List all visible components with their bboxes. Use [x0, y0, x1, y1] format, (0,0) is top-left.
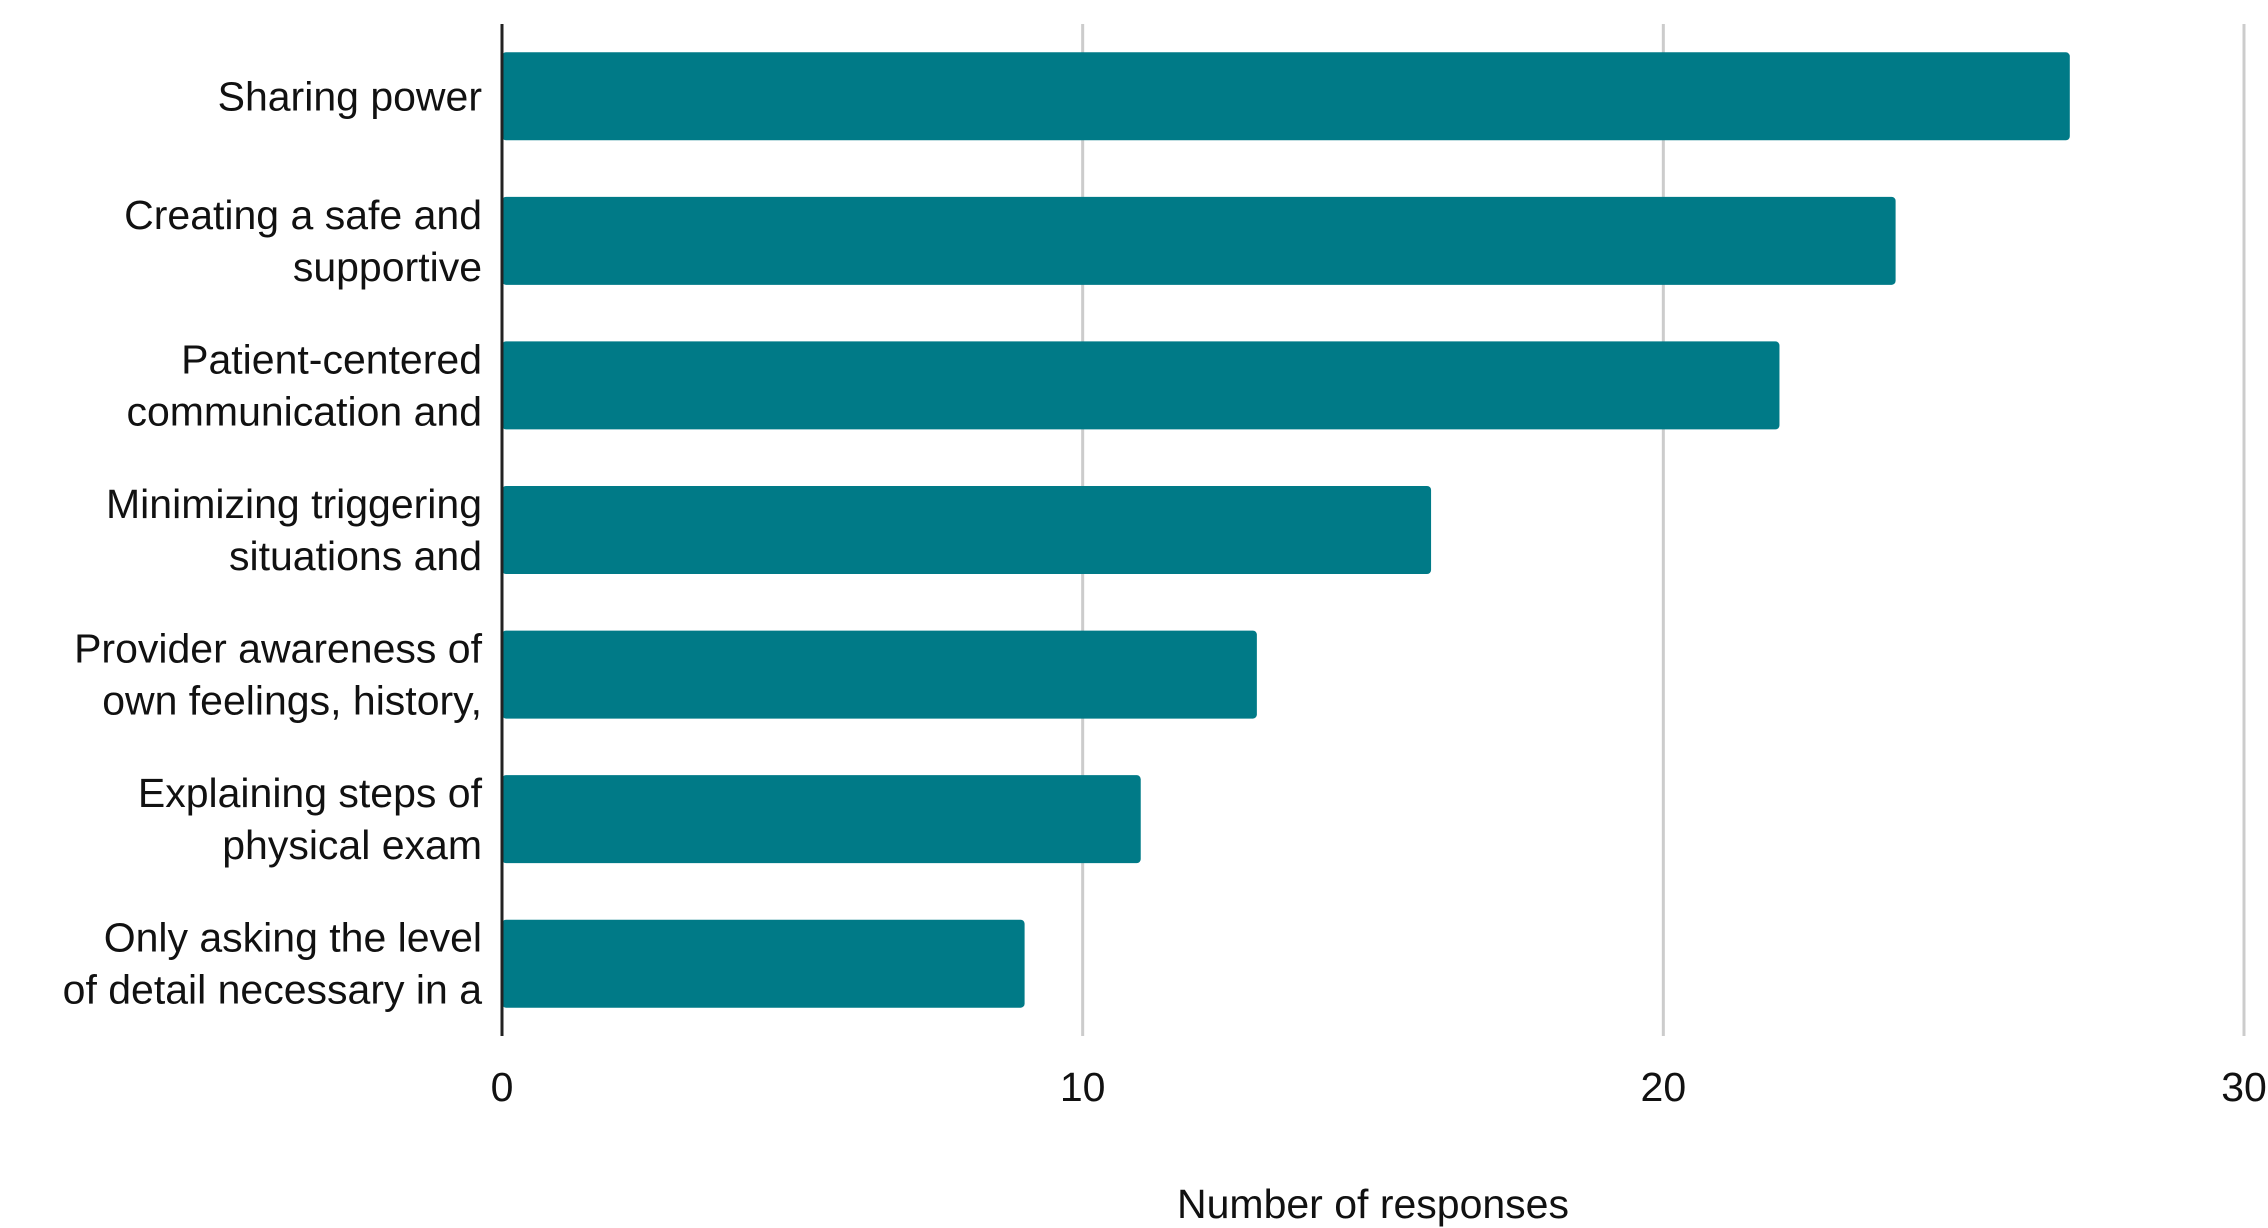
category-label-line: Only asking the level	[104, 915, 482, 961]
category-label: Explaining steps of physical exam	[138, 770, 483, 868]
category-label-line: Explaining steps of	[138, 770, 483, 816]
category-label-line: communication and	[126, 388, 482, 434]
x-axis-title: Number of responses	[1177, 1181, 1569, 1227]
category-label-line: of detail necessary in a	[63, 967, 483, 1013]
category-label-line: own feelings, history,	[102, 678, 482, 724]
bar	[502, 919, 1025, 1008]
bar	[502, 630, 1257, 719]
category-labels: Sharing power Creating a safe and supporti…	[63, 73, 483, 1012]
bar	[502, 196, 1896, 285]
x-tick-label: 20	[1641, 1064, 1687, 1110]
category-label: Provider awareness of own feelings, histo…	[74, 626, 483, 724]
category-label-line: Minimizing triggering	[106, 481, 482, 527]
category-label: Creating a safe and supportive	[124, 192, 482, 290]
category-label-line: situations and	[229, 533, 482, 579]
category-label: Minimizing triggering situations and	[106, 481, 482, 579]
category-label-line: supportive	[293, 244, 482, 290]
category-label-line: Creating a safe and	[124, 192, 482, 238]
category-label: Only asking the level of detail necessary…	[63, 915, 483, 1013]
bar	[502, 775, 1141, 864]
bar	[502, 341, 1780, 430]
x-tick-labels: 0 10 20 30	[491, 1064, 2267, 1110]
bars	[502, 52, 2070, 1008]
x-tick-label: 0	[491, 1064, 514, 1110]
category-label-line: Sharing power	[218, 73, 482, 119]
category-label: Sharing power	[218, 73, 482, 119]
x-tick-label: 10	[1060, 1064, 1106, 1110]
category-label-line: Provider awareness of	[74, 626, 483, 672]
category-label-line: Patient-centered	[181, 336, 482, 382]
category-label: Patient-centered communication and	[126, 336, 482, 434]
bar	[502, 486, 1432, 574]
x-tick-label: 30	[2221, 1064, 2267, 1110]
bar	[502, 52, 2070, 141]
category-label-line: physical exam	[222, 822, 482, 868]
